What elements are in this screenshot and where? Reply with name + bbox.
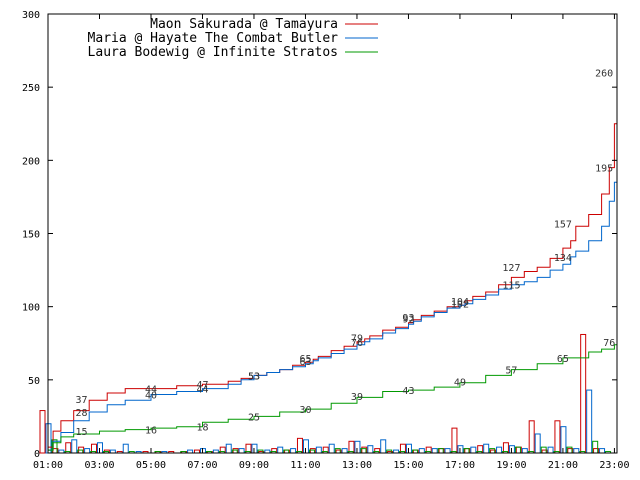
x-tick-label: 17:00 [445, 460, 475, 471]
x-tick-label: 07:00 [187, 460, 217, 471]
data-label: 44 [196, 385, 208, 396]
data-label: 57 [505, 366, 517, 377]
data-label: 65 [557, 354, 569, 365]
x-tick-label: 15:00 [393, 460, 423, 471]
legend-label: Laura Bodewig @ Infinite Stratos [88, 45, 338, 60]
y-tick-label: 250 [22, 83, 40, 94]
y-tick-label: 100 [22, 303, 40, 314]
data-label: 47 [196, 380, 208, 391]
data-label: 43 [402, 386, 414, 397]
data-label: 30 [299, 405, 311, 416]
legend-label: Maon Sakurada @ Tamayura [150, 17, 338, 32]
data-label: 195 [595, 164, 613, 175]
y-tick-label: 50 [28, 376, 40, 387]
data-label: 25 [248, 412, 260, 423]
data-label: 16 [145, 426, 157, 437]
data-label: 102 [451, 300, 469, 311]
data-label: 76 [603, 338, 615, 349]
data-label: 115 [502, 281, 520, 292]
data-label: 28 [75, 408, 87, 419]
x-tick-label: 01:00 [33, 460, 63, 471]
lines-layer [48, 72, 618, 451]
data-label: 79 [351, 333, 363, 344]
series-line-2 [48, 341, 618, 451]
data-label: 63 [299, 357, 311, 368]
data-label: 157 [554, 219, 572, 230]
ticks-layer: 0 50 100 150 200 250 300 01:00 03:00 05:00 07:00 09… [22, 10, 630, 471]
data-label: 53 [248, 371, 260, 382]
x-tick-label: 03:00 [84, 460, 114, 471]
x-tick-label: 09:00 [239, 460, 269, 471]
data-label: 93 [402, 313, 414, 324]
y-tick-label: 200 [22, 156, 40, 167]
x-tick-label: 05:00 [136, 460, 166, 471]
x-tick-label: 11:00 [290, 460, 320, 471]
data-label: 15 [75, 427, 87, 438]
data-label: 44 [145, 385, 157, 396]
series-line-1 [48, 167, 618, 451]
bar-0 [39, 410, 46, 454]
y-tick-label: 150 [22, 230, 40, 241]
data-label: 40 [145, 390, 157, 401]
data-label: 37 [75, 395, 87, 406]
data-label: 104 [451, 297, 469, 308]
y-tick-label: 0 [34, 449, 40, 460]
legend-label: Maria @ Hayate The Combat Butler [88, 31, 339, 46]
data-label: 92 [402, 314, 414, 325]
data-label: 65 [299, 354, 311, 365]
data-label: 53 [248, 371, 260, 382]
data-label: 39 [351, 392, 363, 403]
x-tick-label: 13:00 [342, 460, 372, 471]
data-label: 127 [502, 263, 520, 274]
data-label: 76 [351, 338, 363, 349]
x-tick-label: 21:00 [548, 460, 578, 471]
y-tick-label: 300 [22, 10, 40, 21]
x-tick-label: 23:00 [599, 460, 629, 471]
data-label: 260 [595, 69, 613, 80]
data-label: 18 [196, 423, 208, 434]
data-label: 134 [554, 253, 572, 264]
data-label: 49 [454, 377, 466, 388]
x-tick-label: 19:00 [496, 460, 526, 471]
